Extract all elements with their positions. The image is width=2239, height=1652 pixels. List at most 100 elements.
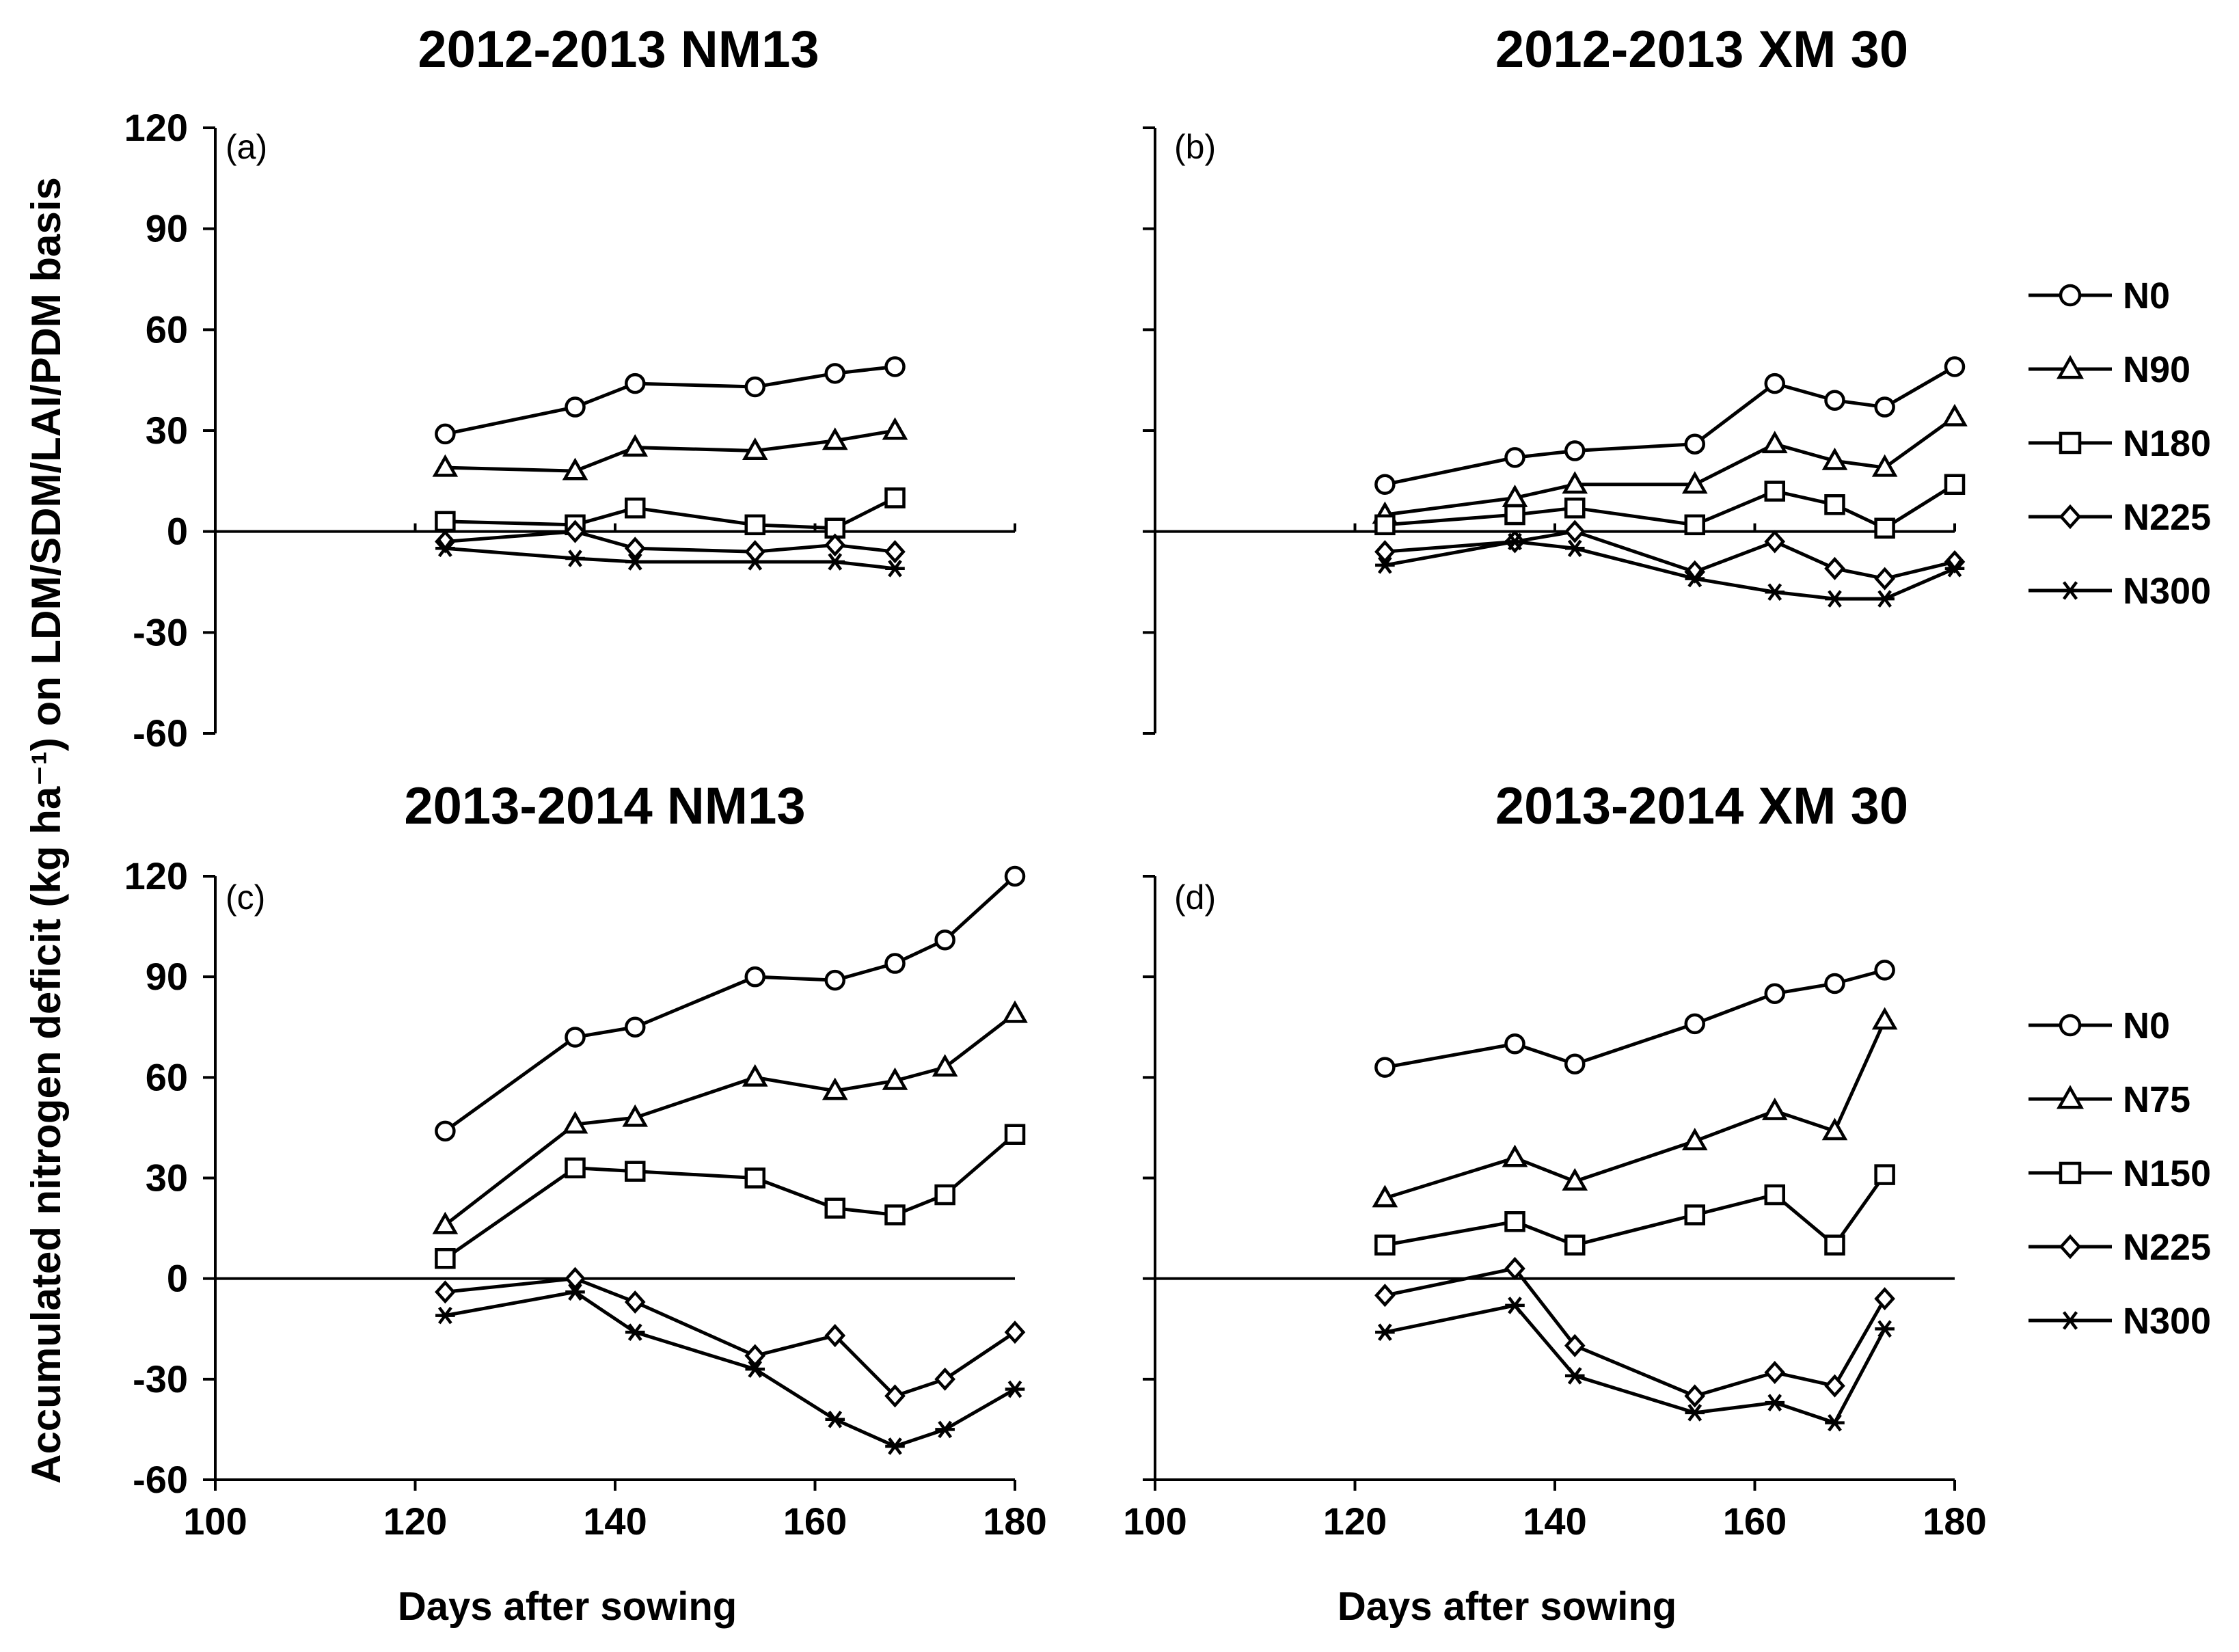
data-point — [1765, 583, 1785, 601]
series-n90 — [1372, 403, 1968, 524]
legend-marker — [2059, 284, 2082, 307]
y-tick-label: 90 — [146, 207, 188, 250]
legend-marker — [2057, 355, 2084, 379]
data-point — [625, 553, 645, 571]
data-point — [1875, 1320, 1895, 1338]
panel-label: (c) — [226, 878, 265, 917]
data-point — [1564, 1333, 1586, 1357]
data-point — [1504, 504, 1525, 526]
data-point — [625, 1016, 646, 1038]
series-n0 — [1374, 960, 1895, 1078]
data-point — [1564, 1053, 1586, 1074]
data-point — [1764, 983, 1785, 1004]
data-point — [882, 417, 908, 440]
data-point — [435, 423, 456, 445]
data-point — [824, 533, 846, 557]
data-point — [1824, 1234, 1845, 1256]
data-point — [1764, 373, 1785, 394]
data-point — [624, 537, 646, 560]
data-point — [1681, 1128, 1708, 1151]
data-point — [882, 1067, 908, 1090]
data-point — [1875, 590, 1895, 608]
y-tick-label: -60 — [133, 712, 188, 755]
data-point — [435, 1306, 455, 1325]
data-point — [1824, 390, 1845, 411]
data-point — [824, 1324, 846, 1348]
legend-marker — [2059, 1014, 2082, 1037]
data-point — [1562, 471, 1588, 494]
series-n300 — [1375, 532, 1965, 608]
y-tick-label: 0 — [167, 1257, 188, 1300]
data-point — [1374, 474, 1396, 496]
data-point — [934, 929, 955, 951]
data-point — [1004, 1124, 1026, 1145]
y-tick-label: 120 — [124, 106, 188, 149]
data-point — [1564, 539, 1585, 558]
data-point — [1684, 1013, 1705, 1035]
data-point — [1761, 431, 1788, 454]
series-line — [1384, 1174, 1886, 1248]
data-point — [1684, 433, 1705, 455]
legend: N0 N75 N150 N225 N300 — [2028, 1005, 2211, 1342]
legend-marker — [2059, 431, 2082, 455]
data-point — [824, 969, 845, 991]
series-line — [444, 875, 1016, 1133]
data-point — [742, 1064, 768, 1087]
legend-label: N300 — [2123, 571, 2211, 612]
data-point — [625, 373, 646, 394]
y-tick-label: 0 — [167, 510, 188, 553]
y-tick-label: 30 — [146, 409, 188, 452]
data-point — [934, 1184, 955, 1206]
y-axis-label: Accumulated nitrogen deficit (kg ha⁻¹) o… — [23, 177, 69, 1484]
data-point — [1374, 1284, 1396, 1308]
data-point — [1944, 560, 1965, 578]
data-point — [565, 396, 586, 418]
data-point — [622, 1104, 649, 1127]
series-n150 — [1374, 1164, 1895, 1256]
series-n90 — [432, 417, 908, 480]
data-point — [1765, 1394, 1785, 1411]
series-n225 — [435, 519, 906, 564]
y-tick-label: -30 — [133, 610, 188, 653]
data-point — [744, 1344, 766, 1368]
series-n180 — [435, 487, 906, 539]
series-n180 — [1374, 474, 1966, 539]
panel-title: 2013-2014 XM 30 — [1495, 777, 1908, 835]
panel-label: (d) — [1174, 878, 1216, 917]
data-point — [625, 1161, 646, 1182]
legend-label: N225 — [2123, 497, 2211, 538]
data-point — [1004, 865, 1026, 887]
data-point — [1764, 1361, 1786, 1385]
y-tick-label: -60 — [133, 1458, 188, 1501]
x-axis-label: Days after sowing — [1338, 1584, 1677, 1629]
legend-marker — [2059, 1234, 2082, 1260]
data-point — [1564, 1367, 1585, 1385]
data-point — [744, 966, 765, 988]
data-point — [744, 540, 766, 564]
data-point — [1824, 973, 1845, 994]
series-n75 — [432, 1000, 1028, 1234]
data-point — [1684, 560, 1706, 584]
data-point — [1564, 497, 1586, 519]
data-point — [1821, 1118, 1848, 1141]
legend: N0 N90 N180 N225 N300 — [2028, 275, 2211, 612]
data-point — [1874, 1287, 1895, 1311]
data-point — [562, 457, 588, 480]
series-n225 — [435, 1267, 1026, 1408]
data-point — [1374, 1234, 1396, 1256]
y-tick-label: 90 — [146, 955, 188, 998]
y-tick-label: 30 — [146, 1156, 188, 1200]
series-n0 — [1374, 356, 1966, 496]
data-point — [884, 953, 906, 974]
data-point — [824, 1197, 845, 1219]
data-point — [744, 376, 765, 398]
series-line — [445, 530, 895, 554]
data-point — [1374, 540, 1396, 564]
data-point — [1942, 403, 1968, 426]
data-point — [1825, 1413, 1845, 1432]
data-point — [745, 1360, 765, 1378]
series-line — [445, 1277, 1016, 1398]
data-point — [1372, 1184, 1398, 1208]
data-point — [432, 1211, 459, 1234]
chart-panel-1: 2012-2013 NM13 (a) 120 90 60 30 0 -30 -60 — [124, 21, 1016, 755]
